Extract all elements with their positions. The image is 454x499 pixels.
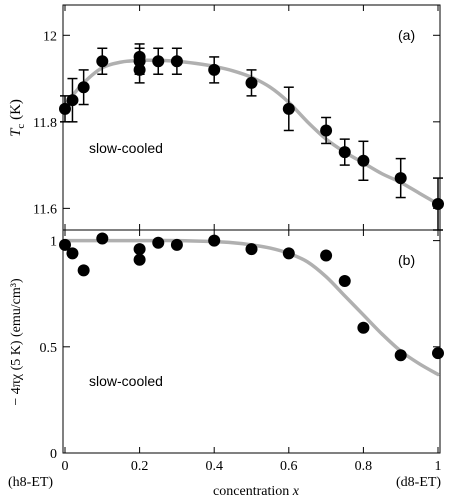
- data-point: [320, 124, 333, 137]
- y-label-symbol: T: [8, 127, 24, 137]
- data-point: [208, 63, 221, 76]
- y-tick-label: 11.8: [33, 116, 57, 131]
- data-point: [66, 94, 79, 107]
- x-tick-label: 1: [435, 459, 442, 474]
- y-tick-label: 0: [50, 447, 57, 462]
- data-point: [320, 249, 333, 262]
- data-point: [338, 274, 351, 287]
- panel-a-annotation: slow-cooled: [89, 140, 163, 156]
- panel-a-data-points: [59, 43, 444, 231]
- data-point: [208, 234, 221, 247]
- x-label-var: x: [292, 484, 300, 499]
- x-tick-label: 0.4: [205, 459, 223, 474]
- panel-b-frame: [62, 229, 441, 454]
- data-point: [394, 349, 407, 362]
- data-point: [59, 238, 71, 251]
- panel-a-frame: [62, 4, 441, 231]
- data-point: [338, 146, 351, 159]
- y-label-subscript: c: [15, 124, 27, 129]
- data-point: [77, 81, 90, 94]
- y-label-unit: (K): [8, 99, 24, 124]
- data-point: [170, 55, 183, 68]
- fit-curve-line: [63, 238, 440, 377]
- data-point: [170, 238, 183, 251]
- data-point: [152, 55, 165, 68]
- x-tick-label: 0.2: [131, 459, 149, 474]
- y-tick-label: 1: [50, 235, 57, 250]
- panel-a-ticks: 11.6 11.8 12: [33, 5, 440, 230]
- panel-b-fit-curve: [63, 238, 440, 377]
- panel-a-y-axis-label: Tc (K): [8, 99, 27, 137]
- y-tick-label: 12: [43, 29, 57, 44]
- panel-b-ticks: 0 0.5 1 0 0.2 0.4 0.6 0.8 1: [40, 230, 442, 474]
- x-tick-label: 0.6: [280, 459, 298, 474]
- data-point: [77, 264, 90, 277]
- data-point: [59, 102, 71, 115]
- x-end-label-right: (d8-ET): [396, 475, 441, 490]
- panel-a-label: (a): [398, 27, 415, 43]
- data-point: [432, 198, 444, 211]
- x-tick-label: 0.8: [355, 459, 373, 474]
- panel-b-annotation: slow-cooled: [89, 373, 163, 389]
- data-point: [96, 55, 109, 68]
- y-tick-label: 0.5: [40, 341, 58, 356]
- x-tick-label: 0: [62, 459, 69, 474]
- panel-a: 11.6 11.8 12 (a) slow-cooled Tc (K): [8, 4, 444, 231]
- x-label-text: concentration: [213, 484, 293, 499]
- panel-b-y-axis-label: − 4πχ (5 K) (emu/cm³): [9, 278, 24, 406]
- data-point: [96, 232, 109, 245]
- x-axis-label: concentration x: [213, 484, 300, 499]
- y-tick-label: 11.6: [33, 202, 57, 217]
- data-point: [357, 154, 370, 167]
- x-end-label-left: (h8-ET): [8, 475, 53, 490]
- data-point: [394, 172, 407, 185]
- data-point: [133, 63, 146, 76]
- data-point: [282, 102, 295, 115]
- data-point: [245, 243, 258, 256]
- data-point: [282, 247, 295, 260]
- data-point: [133, 243, 146, 256]
- data-point: [432, 347, 444, 360]
- data-point: [152, 236, 165, 249]
- panel-b-label: (b): [398, 252, 415, 268]
- data-point: [66, 247, 79, 260]
- panel-b-data-points: [59, 232, 444, 362]
- data-point: [357, 321, 370, 334]
- data-point: [133, 253, 146, 266]
- panel-b: 0 0.5 1 0 0.2 0.4 0.6 0.8 1 (b) slow-cooled − 4π…: [8, 229, 444, 499]
- data-point: [245, 76, 258, 89]
